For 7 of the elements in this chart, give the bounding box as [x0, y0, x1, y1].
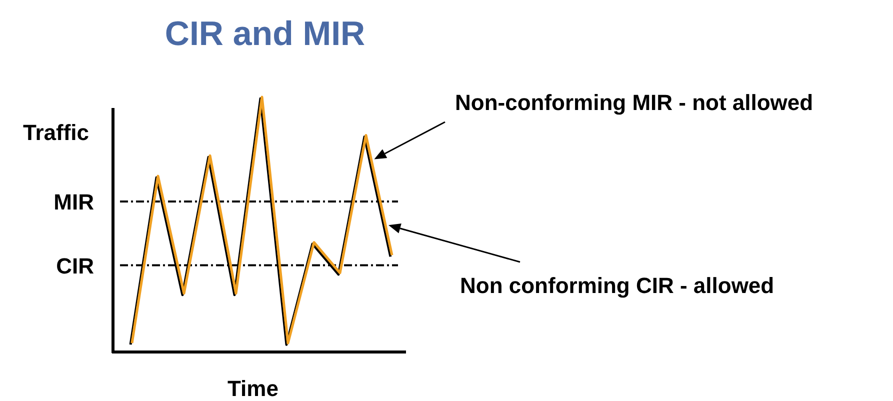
ref-line-label: MIR	[54, 190, 94, 215]
ref-line-label: CIR	[56, 253, 94, 278]
text: Non conforming CIR - allowed	[460, 273, 774, 298]
chart-title: CIR and MIR	[164, 15, 366, 53]
y-axis-title: Traffic	[22, 120, 90, 145]
text: Non-conforming MIR - not allowed	[455, 90, 814, 115]
x-axis-title: Time	[228, 376, 278, 401]
